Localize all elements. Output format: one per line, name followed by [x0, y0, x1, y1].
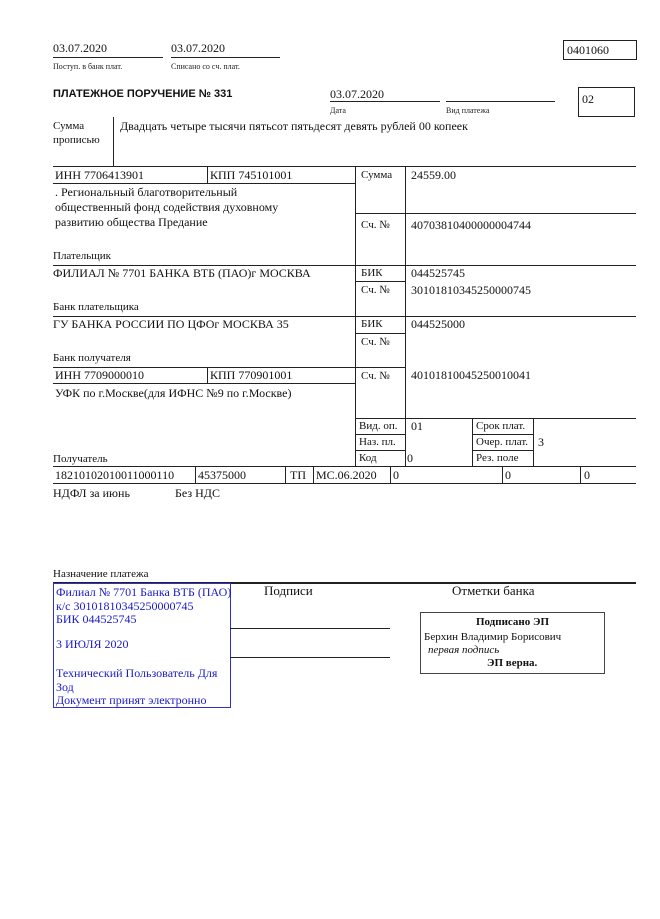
stamp-date: 3 ИЮЛЯ 2020: [56, 637, 129, 651]
esign-role: первая подпись: [428, 644, 500, 656]
status-box: 02: [578, 87, 635, 117]
form-code-box: 0401060: [563, 40, 637, 60]
doc-date: 0: [505, 468, 511, 482]
esign-title: Подписано ЭП: [475, 616, 550, 628]
payer-bank-name: ФИЛИАЛ № 7701 БАНКА ВТБ (ПАО)г МОСКВА: [53, 266, 311, 280]
received-label: Поступ. в банк плат.: [53, 62, 123, 71]
stamp-line: Документ принят электронно: [56, 693, 207, 707]
reserve-label: Рез. поле: [476, 452, 519, 464]
order-date: 03.07.2020: [330, 87, 384, 101]
code-value: 0: [407, 451, 413, 465]
order-label: Очер. плат.: [476, 436, 529, 448]
esign-box: Подписано ЭП Берхин Владимир Борисович п…: [420, 612, 605, 674]
payment-type-label: Вид платежа: [446, 106, 490, 115]
payee-bank-label: Банк получателя: [53, 352, 131, 364]
payer-name-line: . Региональный благотворительный: [55, 185, 238, 199]
payee-bank-account-label: Сч. №: [361, 336, 390, 348]
payer-bank-account: 30101810345250000745: [411, 283, 531, 297]
payee-account-label: Сч. №: [361, 370, 390, 382]
stamp-line: БИК 044525745: [56, 612, 137, 626]
payee-bank-bik-label: БИК: [361, 318, 383, 330]
doc-number: 0: [393, 468, 399, 482]
stamp-line: Филиал № 7701 Банка ВТБ (ПАО): [56, 585, 232, 599]
payer-account-label: Сч. №: [361, 219, 390, 231]
received-date: 03.07.2020: [53, 41, 107, 55]
op-type-label: Вид. оп.: [359, 420, 398, 432]
payee-inn: ИНН 7709000010: [55, 368, 144, 382]
payment-type: 0: [584, 468, 590, 482]
signatures-label: Подписи: [264, 583, 313, 598]
purpose-text: НДФЛ за июнь: [53, 486, 130, 500]
op-type: 01: [411, 419, 423, 433]
amount-words: Двадцать четыре тысячи пятьсот пятьдесят…: [120, 119, 468, 133]
payer-bank-bik-label: БИК: [361, 267, 383, 279]
term-label: Срок плат.: [476, 420, 526, 432]
payee-bank-bik: 044525000: [411, 317, 465, 331]
payer-bank-label: Банк плательщика: [53, 301, 139, 313]
tax-period: МС.06.2020: [316, 468, 377, 482]
bank-stamp: Филиал № 7701 Банка ВТБ (ПАО) к/с 301018…: [53, 583, 231, 708]
stamp-line: Технический Пользователь Для: [56, 666, 218, 680]
purpose-label: Назначение платежа: [53, 568, 149, 580]
amount-words-label: Сумма прописью: [53, 120, 100, 146]
esign-signer: Берхин Владимир Борисович: [424, 631, 562, 643]
amount-label: Сумма: [361, 169, 393, 181]
order-value: 3: [538, 435, 544, 449]
debited-date: 03.07.2020: [171, 41, 225, 55]
amount-value: 24559.00: [411, 168, 456, 182]
payer-bank-bik: 044525745: [411, 266, 465, 280]
stamp-line: к/с 30101810345250000745: [56, 599, 194, 613]
status-code: 02: [582, 92, 594, 106]
payer-name-line: общественный фонд содействия духовному: [55, 200, 279, 214]
code-label: Код: [359, 452, 377, 464]
payer-name-line: развитию общества Предание: [55, 215, 208, 229]
purpose-code-label: Наз. пл.: [359, 436, 396, 448]
payer-account: 40703810400000004744: [411, 218, 531, 232]
stamp-line: Зод: [56, 680, 74, 694]
date-label: Дата: [330, 106, 346, 115]
payee-label: Получатель: [53, 453, 108, 465]
page-title: ПЛАТЕЖНОЕ ПОРУЧЕНИЕ № 331: [53, 88, 233, 100]
payer-kpp: КПП 745101001: [210, 168, 293, 182]
oktmo-code: 45375000: [198, 468, 246, 482]
esign-verdict: ЭП верна.: [487, 657, 538, 669]
payer-bank-account-label: Сч. №: [361, 284, 390, 296]
payee-account: 40101810045250010041: [411, 368, 531, 382]
payee-bank-name: ГУ БАНКА РОССИИ ПО ЦФОг МОСКВА 35: [53, 317, 289, 331]
bank-marks-label: Отметки банка: [452, 583, 535, 598]
vat-text: Без НДС: [175, 486, 220, 500]
debited-label: Списано со сч. плат.: [171, 62, 240, 71]
basis-code: ТП: [290, 468, 306, 482]
payer-label: Плательщик: [53, 250, 111, 262]
payee-kpp: КПП 770901001: [210, 368, 293, 382]
form-code: 0401060: [567, 43, 609, 57]
payee-name: УФК по г.Москве(для ИФНС №9 по г.Москве): [55, 386, 292, 400]
kbk-code: 18210102010011000110: [55, 468, 175, 482]
payer-inn: ИНН 7706413901: [55, 168, 144, 182]
